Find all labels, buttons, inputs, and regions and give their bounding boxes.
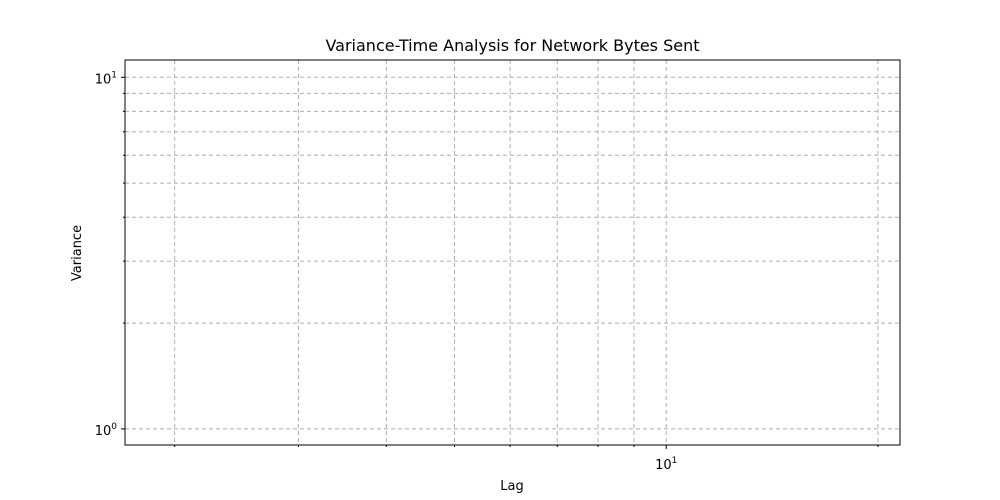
plot-area — [125, 60, 900, 445]
grid — [125, 60, 900, 445]
y-axis-label: Variance — [70, 225, 85, 281]
ticks: 101 100 101 — [95, 70, 879, 473]
y-tick-label: 100 — [95, 422, 118, 439]
x-axis-label: Lag — [500, 479, 523, 494]
plot-frame — [124, 59, 901, 446]
x-tick-label: 101 — [655, 456, 677, 473]
chart-title: Variance-Time Analysis for Network Bytes… — [325, 36, 700, 55]
y-tick-label: 101 — [95, 70, 117, 87]
